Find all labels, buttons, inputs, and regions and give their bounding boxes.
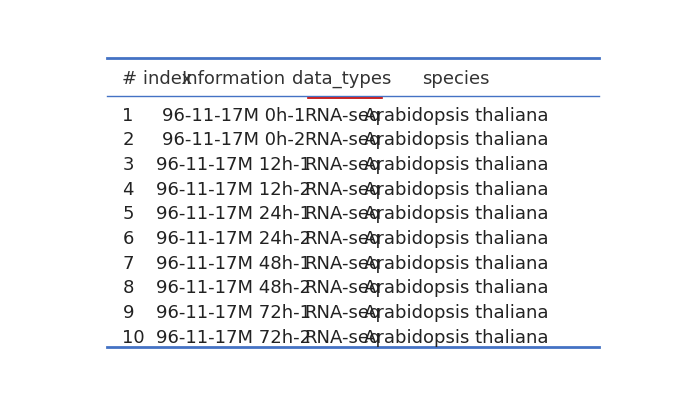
Text: species: species <box>422 70 490 88</box>
Text: RNA-seq: RNA-seq <box>304 304 380 322</box>
Text: RNA-seq: RNA-seq <box>304 156 380 174</box>
Text: 6: 6 <box>122 230 134 248</box>
Text: 96-11-17M 48h-1: 96-11-17M 48h-1 <box>156 255 311 273</box>
Text: Arabidopsis thaliana: Arabidopsis thaliana <box>363 205 548 224</box>
Text: 3: 3 <box>122 156 134 174</box>
Text: Arabidopsis thaliana: Arabidopsis thaliana <box>363 181 548 199</box>
Text: 96-11-17M 24h-1: 96-11-17M 24h-1 <box>156 205 311 224</box>
Text: RNA-seq: RNA-seq <box>304 107 380 125</box>
Text: Arabidopsis thaliana: Arabidopsis thaliana <box>363 107 548 125</box>
Text: RNA-seq: RNA-seq <box>304 205 380 224</box>
Text: 96-11-17M 24h-2: 96-11-17M 24h-2 <box>156 230 311 248</box>
Text: 2: 2 <box>122 132 134 149</box>
Text: 5: 5 <box>122 205 134 224</box>
Text: 10: 10 <box>122 329 145 346</box>
Text: Arabidopsis thaliana: Arabidopsis thaliana <box>363 132 548 149</box>
Text: RNA-seq: RNA-seq <box>304 132 380 149</box>
Text: Arabidopsis thaliana: Arabidopsis thaliana <box>363 156 548 174</box>
Text: 96-11-17M 0h-2: 96-11-17M 0h-2 <box>162 132 305 149</box>
Text: 4: 4 <box>122 181 134 199</box>
Text: 7: 7 <box>122 255 134 273</box>
Text: 96-11-17M 72h-2: 96-11-17M 72h-2 <box>156 329 311 346</box>
Text: 96-11-17M 12h-1: 96-11-17M 12h-1 <box>156 156 311 174</box>
Text: 1: 1 <box>122 107 134 125</box>
Text: 96-11-17M 72h-1: 96-11-17M 72h-1 <box>156 304 311 322</box>
Text: Information: Information <box>182 70 285 88</box>
Text: 9: 9 <box>122 304 134 322</box>
Text: RNA-seq: RNA-seq <box>304 255 380 273</box>
Text: RNA-seq: RNA-seq <box>304 279 380 297</box>
Text: RNA-seq: RNA-seq <box>304 181 380 199</box>
Text: Arabidopsis thaliana: Arabidopsis thaliana <box>363 230 548 248</box>
Text: Arabidopsis thaliana: Arabidopsis thaliana <box>363 279 548 297</box>
Text: 96-11-17M 12h-2: 96-11-17M 12h-2 <box>156 181 311 199</box>
Text: RNA-seq: RNA-seq <box>304 230 380 248</box>
Text: # index: # index <box>122 70 193 88</box>
Text: Arabidopsis thaliana: Arabidopsis thaliana <box>363 255 548 273</box>
Text: data_types: data_types <box>292 70 392 88</box>
Text: Arabidopsis thaliana: Arabidopsis thaliana <box>363 304 548 322</box>
Text: 96-11-17M 0h-1: 96-11-17M 0h-1 <box>162 107 305 125</box>
Text: 96-11-17M 48h-2: 96-11-17M 48h-2 <box>156 279 311 297</box>
Text: Arabidopsis thaliana: Arabidopsis thaliana <box>363 329 548 346</box>
Text: 8: 8 <box>122 279 134 297</box>
Text: RNA-seq: RNA-seq <box>304 329 380 346</box>
